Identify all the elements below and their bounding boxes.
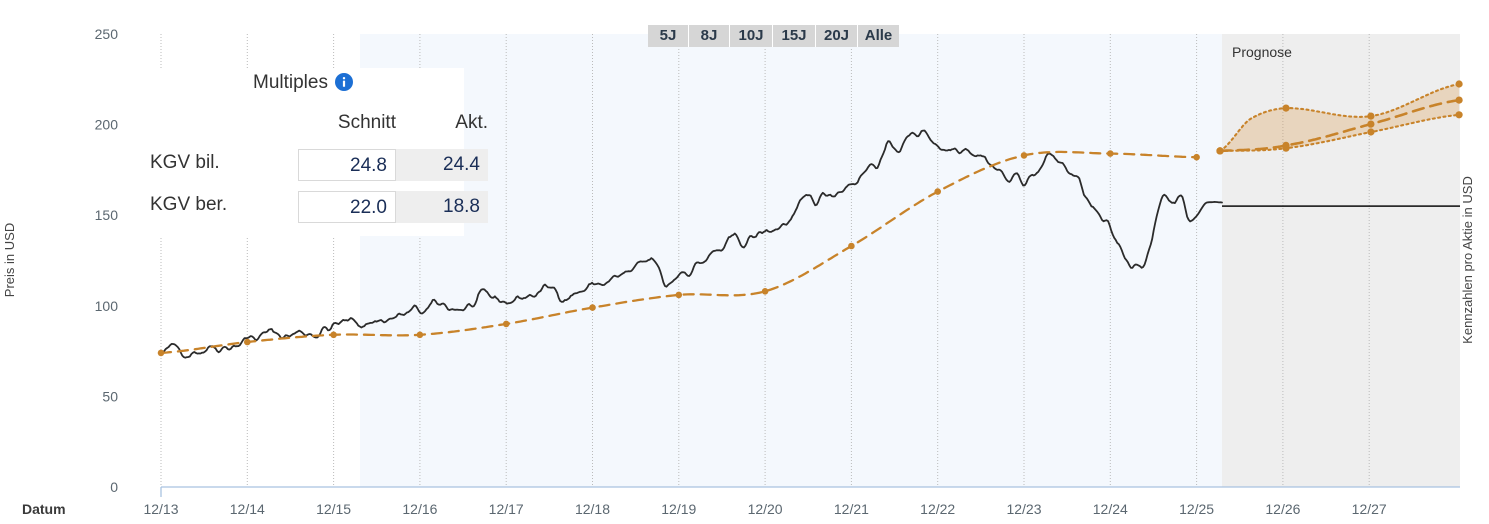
svg-text:150: 150: [95, 207, 119, 223]
svg-text:12/15: 12/15: [316, 501, 351, 517]
svg-text:12/22: 12/22: [920, 501, 955, 517]
svg-text:0: 0: [110, 479, 118, 495]
svg-text:200: 200: [95, 117, 119, 133]
svg-text:12/26: 12/26: [1265, 501, 1300, 517]
svg-text:Kennzahlen pro Aktie in USD: Kennzahlen pro Aktie in USD: [1460, 176, 1475, 344]
svg-text:12/17: 12/17: [489, 501, 524, 517]
svg-text:12/27: 12/27: [1352, 501, 1387, 517]
svg-text:50: 50: [102, 388, 118, 404]
svg-text:Preis in USD: Preis in USD: [2, 223, 17, 297]
svg-text:100: 100: [95, 298, 119, 314]
svg-text:12/16: 12/16: [402, 501, 437, 517]
svg-text:12/20: 12/20: [748, 501, 783, 517]
svg-text:12/14: 12/14: [230, 501, 265, 517]
svg-text:12/24: 12/24: [1093, 501, 1128, 517]
svg-text:250: 250: [95, 26, 119, 42]
svg-text:12/25: 12/25: [1179, 501, 1214, 517]
svg-text:12/23: 12/23: [1006, 501, 1041, 517]
svg-text:Datum: Datum: [22, 501, 66, 517]
svg-text:12/18: 12/18: [575, 501, 610, 517]
svg-text:12/21: 12/21: [834, 501, 869, 517]
svg-text:12/19: 12/19: [661, 501, 696, 517]
svg-text:12/13: 12/13: [143, 501, 178, 517]
